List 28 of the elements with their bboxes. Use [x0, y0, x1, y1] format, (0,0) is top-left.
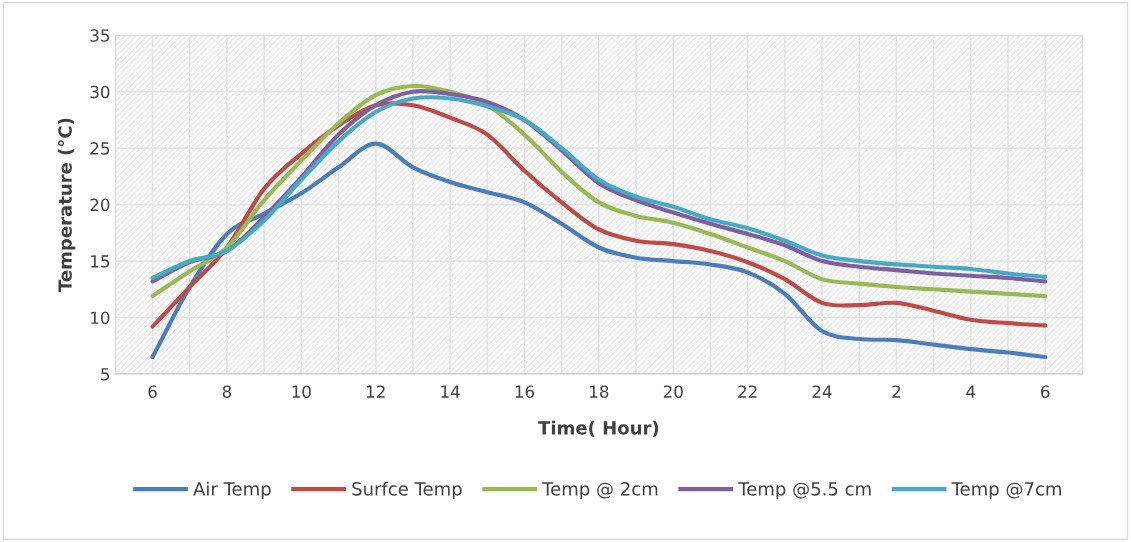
- legend-label: Temp @5.5 cm: [738, 482, 871, 500]
- x-tick-label: 6: [1041, 385, 1050, 398]
- x-tick-label: 16: [515, 385, 535, 398]
- legend-label: Temp @ 2cm: [542, 482, 658, 500]
- line-series: [150, 141, 1048, 360]
- y-tick-label: 15: [91, 255, 110, 268]
- x-tick-label: 20: [663, 385, 683, 398]
- x-tick-label: 12: [366, 385, 385, 398]
- legend-label: Temp @7cm: [951, 482, 1061, 500]
- legend-label: Surfce Temp: [352, 481, 462, 500]
- x-tick-label: 8: [222, 385, 232, 398]
- y-tick-label: 25: [90, 142, 110, 155]
- x-tick-label: 22: [738, 385, 757, 398]
- y-tick-label: 30: [90, 85, 110, 99]
- y-axis-title: Temperature (°C): [57, 118, 76, 292]
- legend-label: Air Temp: [193, 481, 271, 500]
- x-tick-label: 4: [966, 385, 976, 398]
- x-tick-label: 10: [292, 385, 311, 398]
- y-tick-label: 35: [90, 29, 110, 42]
- y-tick-label: 20: [90, 198, 110, 212]
- x-axis-title: Time( Hour): [538, 420, 659, 437]
- x-tick-label: 18: [590, 385, 609, 398]
- y-tick-label: 5: [101, 368, 110, 381]
- x-tick-label: 2: [892, 385, 901, 398]
- x-tick-label: 14: [441, 385, 460, 398]
- x-tick-label: 6: [148, 385, 157, 398]
- y-tick-label: 10: [91, 311, 110, 325]
- x-tick-label: 24: [812, 385, 832, 398]
